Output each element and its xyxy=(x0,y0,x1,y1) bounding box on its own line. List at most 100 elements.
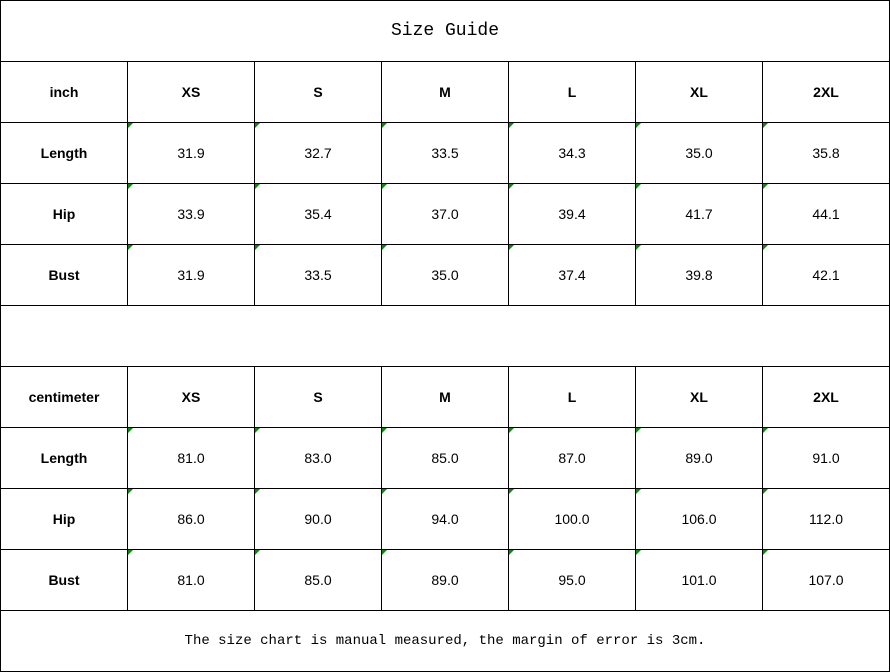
value-cell-text: 35.0 xyxy=(685,145,713,161)
value-cell[interactable]: 101.0 xyxy=(635,549,762,610)
value-cell-text: 89.0 xyxy=(685,450,713,466)
value-cell-text: 91.0 xyxy=(812,450,840,466)
title-cell[interactable]: Size Guide xyxy=(0,0,889,61)
size-header-cell[interactable]: XS xyxy=(127,61,254,122)
value-cell[interactable]: 107.0 xyxy=(762,549,889,610)
value-cell[interactable]: 33.5 xyxy=(254,244,381,305)
value-cell[interactable]: 41.7 xyxy=(635,183,762,244)
size-header-cell[interactable]: XL xyxy=(635,61,762,122)
value-cell[interactable]: 94.0 xyxy=(381,488,508,549)
size-header-cell-text: L xyxy=(567,389,577,405)
value-cell-text: 87.0 xyxy=(558,450,586,466)
number-as-text-indicator-icon xyxy=(382,245,387,250)
value-cell[interactable]: 31.9 xyxy=(127,244,254,305)
size-header-cell[interactable]: XL xyxy=(635,366,762,427)
value-cell-text: 33.9 xyxy=(177,206,205,222)
value-cell[interactable]: 37.0 xyxy=(381,183,508,244)
row-label-cell[interactable]: Bust xyxy=(0,549,127,610)
number-as-text-indicator-icon xyxy=(128,245,133,250)
value-cell[interactable]: 106.0 xyxy=(635,488,762,549)
value-cell[interactable]: 44.1 xyxy=(762,183,889,244)
empty-spacer-row[interactable] xyxy=(0,305,889,366)
size-header-cell[interactable]: 2XL xyxy=(762,366,889,427)
value-cell-text: 32.7 xyxy=(304,145,332,161)
value-cell[interactable]: 33.9 xyxy=(127,183,254,244)
value-cell[interactable]: 35.4 xyxy=(254,183,381,244)
value-cell-text: 86.0 xyxy=(177,511,205,527)
value-cell[interactable]: 91.0 xyxy=(762,427,889,488)
value-cell-text: 107.0 xyxy=(808,572,844,588)
row-label-cell-text: Bust xyxy=(48,572,80,588)
value-cell[interactable]: 112.0 xyxy=(762,488,889,549)
number-as-text-indicator-icon xyxy=(636,489,641,494)
row-label-cell[interactable]: Length xyxy=(0,122,127,183)
value-cell[interactable]: 33.5 xyxy=(381,122,508,183)
unit-header-cell-text: centimeter xyxy=(28,389,100,405)
value-cell[interactable]: 35.8 xyxy=(762,122,889,183)
note-cell[interactable]: The size chart is manual measured, the m… xyxy=(0,610,889,671)
number-as-text-indicator-icon xyxy=(763,489,768,494)
value-cell-text: 35.8 xyxy=(812,145,840,161)
value-cell-text: 90.0 xyxy=(304,511,332,527)
number-as-text-indicator-icon xyxy=(255,428,260,433)
value-cell[interactable]: 83.0 xyxy=(254,427,381,488)
size-header-cell-text: XL xyxy=(690,389,708,405)
row-label-cell[interactable]: Hip xyxy=(0,488,127,549)
value-cell[interactable]: 34.3 xyxy=(508,122,635,183)
value-cell[interactable]: 35.0 xyxy=(381,244,508,305)
size-header-cell[interactable]: L xyxy=(508,61,635,122)
title-cell-text: Size Guide xyxy=(390,21,500,41)
number-as-text-indicator-icon xyxy=(763,123,768,128)
size-header-cell[interactable]: L xyxy=(508,366,635,427)
value-cell-text: 39.8 xyxy=(685,267,713,283)
value-cell[interactable]: 86.0 xyxy=(127,488,254,549)
value-cell-text: 106.0 xyxy=(681,511,717,527)
row-label-cell[interactable]: Bust xyxy=(0,244,127,305)
number-as-text-indicator-icon xyxy=(509,184,514,189)
value-cell[interactable]: 42.1 xyxy=(762,244,889,305)
value-cell-text: 31.9 xyxy=(177,267,205,283)
value-cell[interactable]: 87.0 xyxy=(508,427,635,488)
value-cell[interactable]: 89.0 xyxy=(381,549,508,610)
value-cell[interactable]: 85.0 xyxy=(254,549,381,610)
size-header-cell[interactable]: S xyxy=(254,61,381,122)
number-as-text-indicator-icon xyxy=(128,428,133,433)
unit-header-cell[interactable]: centimeter xyxy=(0,366,127,427)
size-header-cell[interactable]: M xyxy=(381,366,508,427)
value-cell[interactable]: 35.0 xyxy=(635,122,762,183)
value-cell-text: 39.4 xyxy=(558,206,586,222)
size-header-cell[interactable]: 2XL xyxy=(762,61,889,122)
row-label-cell[interactable]: Length xyxy=(0,427,127,488)
size-header-cell[interactable]: XS xyxy=(127,366,254,427)
value-cell-text: 41.7 xyxy=(685,206,713,222)
size-header-cell-text: XS xyxy=(181,84,201,100)
size-header-cell[interactable]: S xyxy=(254,366,381,427)
value-cell[interactable]: 39.8 xyxy=(635,244,762,305)
value-cell-text: 33.5 xyxy=(304,267,332,283)
value-cell[interactable]: 37.4 xyxy=(508,244,635,305)
unit-header-cell[interactable]: inch xyxy=(0,61,127,122)
value-cell[interactable]: 90.0 xyxy=(254,488,381,549)
value-cell-text: 85.0 xyxy=(304,572,332,588)
value-cell[interactable]: 85.0 xyxy=(381,427,508,488)
value-cell[interactable]: 100.0 xyxy=(508,488,635,549)
value-cell-text: 37.0 xyxy=(431,206,459,222)
row-label-cell-text: Length xyxy=(40,145,88,161)
size-header-cell[interactable]: M xyxy=(381,61,508,122)
value-cell-text: 37.4 xyxy=(558,267,586,283)
value-cell[interactable]: 31.9 xyxy=(127,122,254,183)
row-label-cell[interactable]: Hip xyxy=(0,183,127,244)
unit-header-cell-text: inch xyxy=(49,84,79,100)
value-cell[interactable]: 39.4 xyxy=(508,183,635,244)
row-label-cell-text: Bust xyxy=(48,267,80,283)
size-header-cell-text: XS xyxy=(181,389,201,405)
value-cell[interactable]: 95.0 xyxy=(508,549,635,610)
value-cell[interactable]: 81.0 xyxy=(127,427,254,488)
value-cell-text: 81.0 xyxy=(177,450,205,466)
value-cell[interactable]: 89.0 xyxy=(635,427,762,488)
number-as-text-indicator-icon xyxy=(763,428,768,433)
number-as-text-indicator-icon xyxy=(382,123,387,128)
value-cell[interactable]: 81.0 xyxy=(127,549,254,610)
number-as-text-indicator-icon xyxy=(509,428,514,433)
value-cell[interactable]: 32.7 xyxy=(254,122,381,183)
